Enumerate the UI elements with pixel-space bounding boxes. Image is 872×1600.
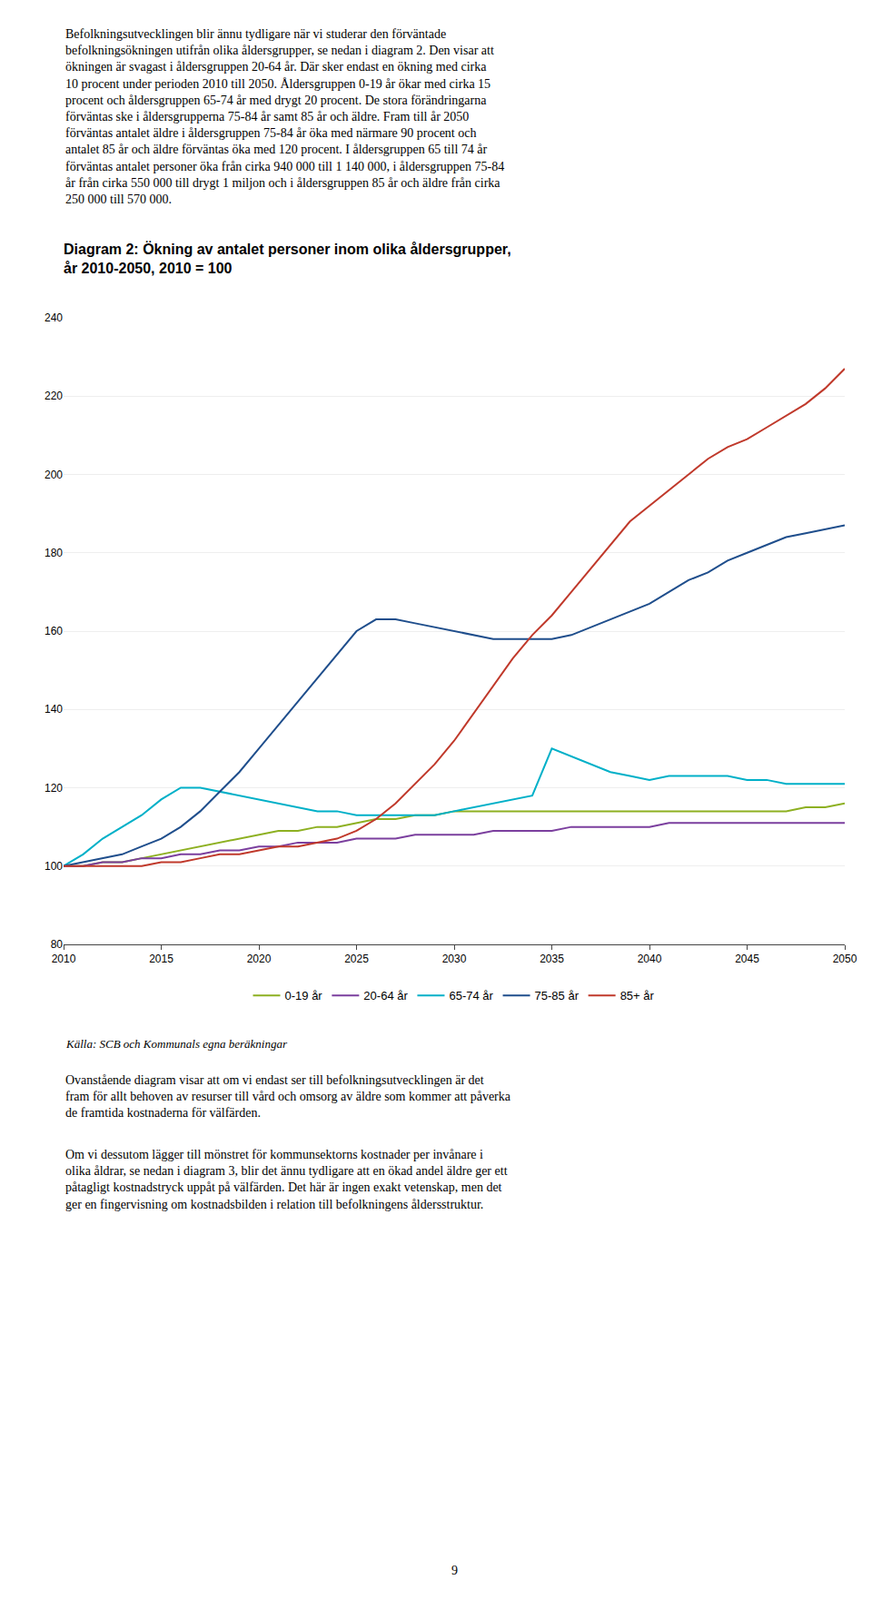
svg-text:Källa: SCB och Kommunals egna: Källa: SCB och Kommunals egna beräkninga…	[65, 1037, 288, 1051]
svg-text:2050: 2050	[832, 952, 858, 966]
svg-text:2015: 2015	[148, 952, 174, 966]
svg-text:240: 240	[44, 311, 63, 325]
svg-text:0-19 år: 0-19 år	[285, 989, 324, 1003]
svg-text:75-85 år: 75-85 år	[535, 989, 580, 1003]
svg-text:80: 80	[50, 938, 64, 952]
svg-text:160: 160	[44, 624, 63, 638]
svg-text:2035: 2035	[539, 952, 565, 966]
svg-text:120: 120	[44, 782, 63, 795]
svg-text:200: 200	[44, 468, 63, 482]
svg-text:2040: 2040	[637, 952, 663, 966]
svg-text:2010: 2010	[51, 952, 77, 966]
svg-text:180: 180	[44, 546, 63, 560]
svg-text:65-74 år: 65-74 år	[448, 989, 494, 1003]
svg-text:85+ år: 85+ år	[620, 989, 655, 1003]
svg-text:140: 140	[44, 703, 63, 716]
svg-text:2025: 2025	[344, 952, 369, 966]
svg-text:Diagram 2: Ökning av antalet p: Diagram 2: Ökning av antalet personer in…	[63, 240, 512, 277]
svg-text:Befolkningsutvecklingen blir ä: Befolkningsutvecklingen blir ännu tydlig…	[65, 27, 505, 207]
svg-text:220: 220	[44, 389, 63, 403]
svg-text:2030: 2030	[442, 952, 467, 966]
svg-text:20-64 år: 20-64 år	[363, 989, 408, 1003]
svg-text:9: 9	[451, 1564, 458, 1578]
svg-text:Om vi dessutom lägger till mön: Om vi dessutom lägger till mönstret för …	[65, 1148, 508, 1212]
svg-text:100: 100	[44, 860, 63, 873]
svg-text:2020: 2020	[247, 952, 272, 966]
svg-text:2045: 2045	[734, 952, 760, 966]
svg-text:Ovanstående diagram visar att: Ovanstående diagram visar att om vi enda…	[65, 1073, 512, 1120]
